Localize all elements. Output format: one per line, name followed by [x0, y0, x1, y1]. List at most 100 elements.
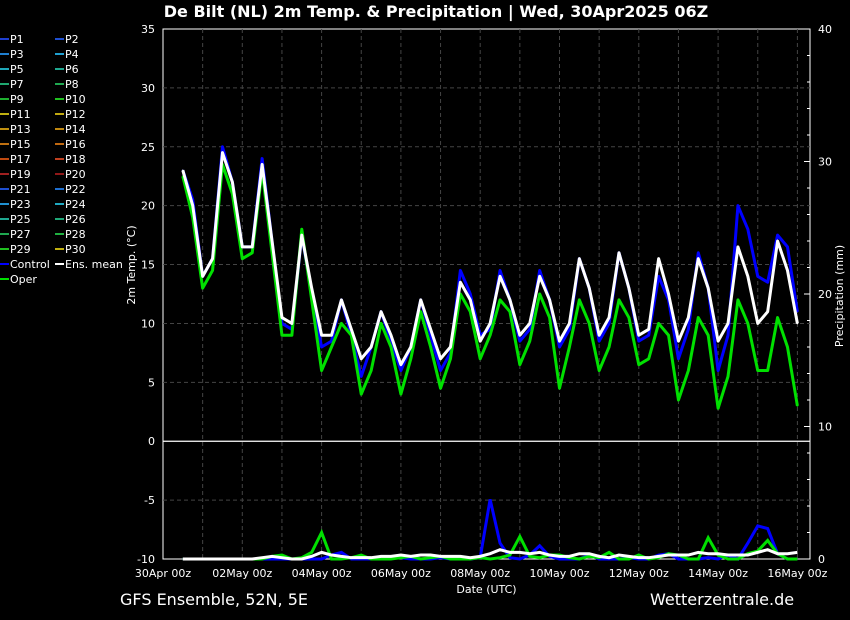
temp-point-control [608, 322, 610, 325]
temp-point-control [221, 145, 224, 148]
temp-point-oper [568, 346, 571, 348]
temp-point-ens-mean [608, 316, 610, 319]
legend-label: P21 [10, 182, 31, 196]
temp-point-ens-mean [578, 257, 581, 260]
temp-point-oper [667, 334, 670, 337]
y-right-tick-label: 0 [818, 553, 825, 566]
temp-point-ens-mean [350, 328, 353, 331]
legend-item-p24: P24 [55, 197, 86, 211]
temp-point-oper [251, 251, 254, 254]
legend-label: Control [10, 257, 50, 271]
temp-point-control [261, 157, 263, 160]
legend-label: P10 [65, 92, 86, 106]
temp-point-ens-mean [449, 346, 452, 348]
temp-point-ens-mean [628, 287, 630, 289]
temp-point-oper [756, 369, 759, 372]
temp-point-oper [380, 322, 382, 325]
legend-swatch [0, 143, 9, 145]
legend-swatch [55, 218, 64, 220]
temp-point-oper [737, 299, 739, 301]
temp-point-ens-mean [618, 251, 620, 254]
legend-swatch [55, 263, 64, 265]
temp-point-ens-mean [439, 357, 442, 360]
temp-point-oper [509, 310, 511, 313]
temp-point-control [598, 340, 600, 342]
temp-point-ens-mean [528, 322, 531, 325]
temp-point-control [677, 357, 680, 360]
legend-swatch [0, 98, 9, 100]
temp-point-oper [628, 316, 630, 319]
temp-point-oper [528, 340, 531, 342]
x-tick-label: 12May 00z [609, 567, 669, 580]
legend-label: P8 [65, 77, 79, 91]
temp-point-control [499, 269, 501, 272]
temp-point-ens-mean [489, 322, 491, 325]
legend-label: P15 [10, 137, 31, 151]
temp-point-oper [717, 407, 719, 410]
legend-item-p29: P29 [0, 242, 31, 256]
temp-point-ens-mean [201, 275, 204, 278]
temp-point-oper [538, 293, 541, 295]
legend-swatch [0, 203, 9, 205]
temp-point-ens-mean [756, 322, 759, 325]
legend-swatch [0, 158, 9, 160]
temp-point-ens-mean [548, 299, 551, 301]
temp-point-ens-mean [400, 363, 402, 366]
temp-point-oper [469, 310, 472, 313]
legend-label: P11 [10, 107, 31, 121]
temp-point-ens-mean [310, 287, 313, 289]
temp-point-ens-mean [519, 334, 521, 337]
legend-item-oper: Oper [0, 272, 37, 286]
temp-point-oper [499, 299, 501, 301]
legend-swatch [0, 83, 9, 85]
temp-point-ens-mean [786, 269, 789, 272]
temp-point-control [528, 328, 531, 331]
legend-swatch [0, 263, 9, 265]
legend-swatch [55, 128, 64, 130]
temp-point-ens-mean [638, 334, 640, 337]
temp-point-oper [766, 369, 769, 372]
legend-label: P26 [65, 212, 86, 226]
legend-label: P20 [65, 167, 86, 181]
legend-swatch [0, 113, 9, 115]
temp-point-oper [449, 357, 452, 360]
temp-point-ens-mean [211, 257, 214, 260]
legend-swatch [55, 98, 64, 100]
temp-point-oper [241, 257, 244, 260]
legend-item-p3: P3 [0, 47, 24, 61]
temp-point-control [747, 228, 749, 231]
temp-point-ens-mean [231, 181, 234, 183]
legend-swatch [0, 233, 9, 235]
temp-point-ens-mean [657, 257, 660, 260]
temp-point-control [538, 269, 541, 272]
legend-item-p12: P12 [55, 107, 86, 121]
temp-point-control [568, 328, 571, 331]
legend-label: P12 [65, 107, 86, 121]
legend-swatch [55, 68, 64, 70]
legend-swatch [55, 158, 64, 160]
temp-point-ens-mean [191, 204, 194, 207]
temp-point-control [687, 328, 690, 331]
temp-point-control [360, 375, 363, 378]
temp-line-oper [181, 162, 799, 410]
temp-point-oper [598, 369, 600, 372]
precip-line-oper [182, 528, 798, 561]
legend-label: P27 [10, 227, 31, 241]
legend-label: P2 [65, 32, 79, 46]
legend-swatch [0, 68, 9, 70]
legend-swatch [55, 248, 64, 250]
legend-item-p22: P22 [55, 182, 86, 196]
legend-item-p15: P15 [0, 137, 31, 151]
legend-item-p7: P7 [0, 77, 24, 91]
temp-point-oper [519, 363, 521, 366]
temp-point-ens-mean [182, 169, 184, 172]
y-tick-label: 35 [141, 23, 155, 36]
legend-item-p16: P16 [55, 137, 86, 151]
x-tick-label: 02May 00z [212, 567, 272, 580]
temp-point-ens-mean [588, 287, 591, 289]
temp-point-oper [489, 334, 491, 337]
temp-point-ens-mean [667, 293, 670, 295]
y-tick-label: -10 [137, 553, 155, 566]
temp-point-oper [776, 316, 779, 319]
